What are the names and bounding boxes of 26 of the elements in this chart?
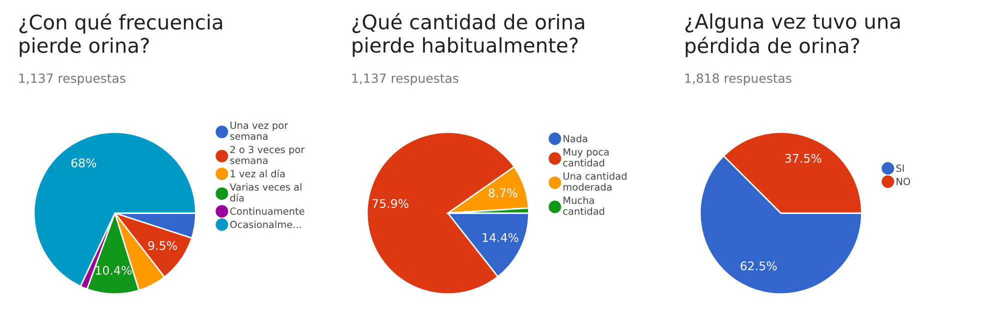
data-label: 62.5%	[740, 261, 777, 270]
legend-label: Ocasionalme...	[230, 220, 301, 228]
legend-label: SI	[896, 164, 904, 172]
chart-subtitle: 1,137 respuestas	[19, 73, 126, 86]
data-label: 14.4%	[482, 233, 518, 242]
chart-title: ¿Alguna vez tuvo una pérdida de orina?	[685, 13, 900, 58]
data-label: 75.9%	[372, 199, 408, 208]
legend-label: Varias veces al día	[230, 183, 302, 202]
data-label: 8.7%	[488, 188, 518, 198]
legend-label: Muy poca cantidad	[563, 148, 609, 166]
data-label: 37.5%	[785, 154, 822, 163]
chart-subtitle: 1,818 respuestas	[685, 73, 792, 86]
legend-label: Una vez por semana	[230, 122, 288, 140]
legend-label: 2 o 3 veces por semana	[230, 146, 305, 164]
data-label: 9.5%	[148, 241, 177, 250]
data-label: 10.4%	[96, 266, 132, 275]
legend-label: 1 vez al día	[230, 169, 285, 178]
chart-subtitle: 1,137 respuestas	[352, 73, 458, 86]
legend-label: Mucha cantidad	[563, 196, 604, 215]
legend-label: Nada	[564, 134, 588, 142]
chart-title: ¿Qué cantidad de orina pierde habitualmente?	[352, 13, 584, 57]
legend-label: NO	[896, 178, 910, 186]
legend-label: Continuamente	[230, 207, 304, 215]
data-label: 68%	[71, 158, 96, 168]
chart-title: ¿Con qué frecuencia pierde orina?	[19, 13, 222, 57]
legend-label: Una cantidad moderada	[564, 172, 626, 191]
